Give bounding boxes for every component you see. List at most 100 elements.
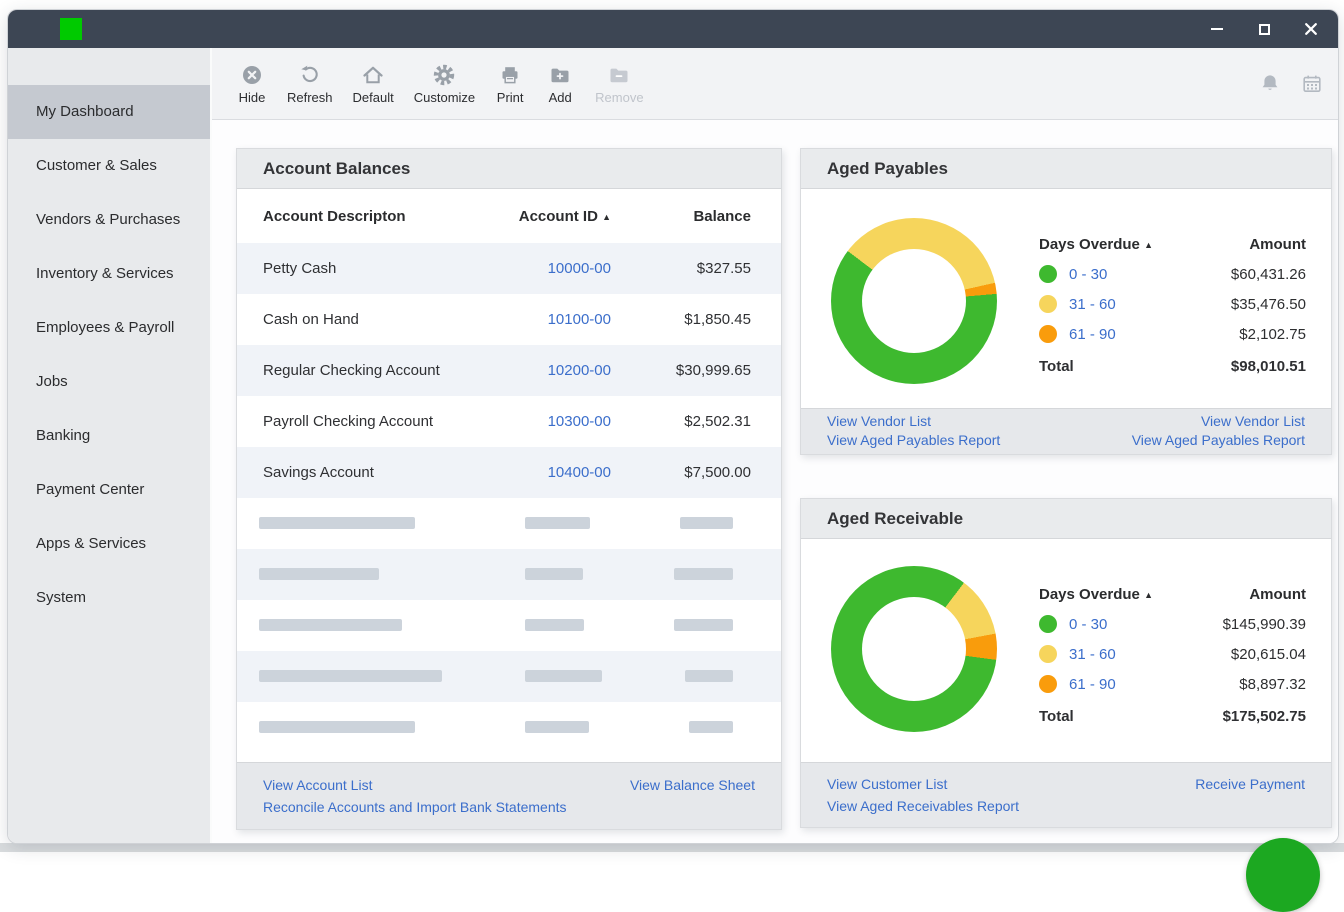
refresh-button[interactable]: Refresh (287, 63, 333, 105)
range-link[interactable]: 61 - 90 (1069, 676, 1116, 693)
days-overdue-header[interactable]: Days Overdue ▲ (1039, 236, 1153, 253)
table-row: Savings Account 10400-00 $7,500.00 (237, 447, 781, 498)
placeholder-row (237, 549, 781, 600)
view-aged-payables-report-link[interactable]: View Aged Payables Report (1132, 431, 1305, 450)
view-account-list-link[interactable]: View Account List (263, 774, 567, 796)
printer-icon (498, 63, 522, 87)
account-balances-header: Account Balances (237, 149, 781, 189)
remove-folder-icon (607, 63, 631, 87)
legend-row: 61 - 90 $2,102.75 (1039, 319, 1306, 349)
days-overdue-header[interactable]: Days Overdue ▲ (1039, 586, 1153, 603)
default-button[interactable]: Default (353, 63, 394, 105)
range-link[interactable]: 31 - 60 (1069, 296, 1116, 313)
sort-ascending-icon: ▲ (602, 212, 611, 222)
sidebar-item-inventory-services[interactable]: Inventory & Services (8, 247, 210, 301)
sidebar-item-banking[interactable]: Banking (8, 409, 210, 463)
close-button[interactable] (1302, 20, 1320, 38)
aged-receivable-panel: Aged Receivable Days Overdue ▲ Amount 0 … (800, 498, 1332, 828)
view-aged-receivables-report-link[interactable]: View Aged Receivables Report (827, 795, 1019, 817)
column-account-description[interactable]: Account Descripton (263, 208, 461, 225)
account-balances-footer: View Account List Reconcile Accounts and… (237, 762, 781, 829)
sidebar-item-system[interactable]: System (8, 571, 210, 625)
account-id-link[interactable]: 10000-00 (461, 260, 611, 277)
sidebar-item-employees-payroll[interactable]: Employees & Payroll (8, 301, 210, 355)
sidebar-item-my-dashboard[interactable]: My Dashboard (8, 85, 210, 139)
account-id-link[interactable]: 10200-00 (461, 362, 611, 379)
legend-dot-orange (1039, 325, 1057, 343)
legend-total-row: Total $98,010.51 (1039, 351, 1306, 381)
panel-title: Aged Payables (827, 159, 948, 179)
view-balance-sheet-link[interactable]: View Balance Sheet (630, 774, 755, 796)
view-aged-payables-report-link[interactable]: View Aged Payables Report (827, 431, 1000, 450)
hide-button[interactable]: Hide (237, 63, 267, 105)
maximize-icon (1259, 24, 1270, 35)
sort-ascending-icon: ▲ (1144, 590, 1153, 600)
customize-button[interactable]: Customize (414, 63, 475, 105)
aged-payables-header: Aged Payables (801, 149, 1331, 189)
desktop-backdrop-strip (0, 843, 1344, 852)
view-vendor-list-link[interactable]: View Vendor List (1132, 412, 1305, 431)
column-balance[interactable]: Balance (611, 208, 751, 225)
legend-row: 0 - 30 $145,990.39 (1039, 609, 1306, 639)
account-balances-panel: Account Balances Account Descripton Acco… (236, 148, 782, 830)
account-description: Savings Account (263, 464, 461, 481)
account-balance: $327.55 (611, 260, 751, 277)
sidebar-item-vendors-purchases[interactable]: Vendors & Purchases (8, 193, 210, 247)
table-row: Cash on Hand 10100-00 $1,850.45 (237, 294, 781, 345)
minimize-button[interactable] (1208, 20, 1226, 38)
table-row: Regular Checking Account 10200-00 $30,99… (237, 345, 781, 396)
range-link[interactable]: 61 - 90 (1069, 326, 1116, 343)
account-id-link[interactable]: 10300-00 (461, 413, 611, 430)
view-vendor-list-link[interactable]: View Vendor List (827, 412, 1000, 431)
sort-ascending-icon: ▲ (1144, 240, 1153, 250)
print-button[interactable]: Print (495, 63, 525, 105)
maximize-button[interactable] (1255, 20, 1273, 38)
add-folder-icon (548, 63, 572, 87)
calendar-icon[interactable] (1300, 72, 1324, 96)
view-customer-list-link[interactable]: View Customer List (827, 773, 1019, 795)
aged-receivable-header: Aged Receivable (801, 499, 1331, 539)
account-description: Payroll Checking Account (263, 413, 461, 430)
add-button[interactable]: Add (545, 63, 575, 105)
total-label: Total (1039, 358, 1074, 375)
account-description: Regular Checking Account (263, 362, 461, 379)
range-link[interactable]: 0 - 30 (1069, 266, 1107, 283)
panel-title: Aged Receivable (827, 509, 963, 529)
help-fab-button[interactable] (1246, 838, 1320, 912)
sidebar-item-payment-center[interactable]: Payment Center (8, 463, 210, 517)
window-controls (1208, 20, 1338, 38)
close-icon (1305, 23, 1317, 35)
range-amount: $145,990.39 (1223, 616, 1306, 633)
range-amount: $20,615.04 (1231, 646, 1306, 663)
aged-payables-legend: Days Overdue ▲ Amount 0 - 30 $60,431.26 … (1039, 229, 1306, 381)
receive-payment-link[interactable]: Receive Payment (1195, 773, 1305, 795)
column-account-id[interactable]: Account ID ▲ (461, 208, 611, 225)
account-id-link[interactable]: 10100-00 (461, 311, 611, 328)
table-row: Payroll Checking Account 10300-00 $2,502… (237, 396, 781, 447)
range-link[interactable]: 31 - 60 (1069, 646, 1116, 663)
aged-payables-panel: Aged Payables Days Overdue ▲ Amount 0 - … (800, 148, 1332, 455)
home-icon (361, 63, 385, 87)
total-amount: $175,502.75 (1223, 708, 1306, 725)
sidebar-item-jobs[interactable]: Jobs (8, 355, 210, 409)
table-header-row: Account Descripton Account ID ▲ Balance (237, 189, 781, 243)
account-id-link[interactable]: 10400-00 (461, 464, 611, 481)
account-balance: $30,999.65 (611, 362, 751, 379)
app-logo (60, 18, 82, 40)
minimize-icon (1211, 28, 1223, 30)
bell-icon[interactable] (1258, 72, 1282, 96)
toolbar: Hide Refresh Default (212, 48, 1338, 120)
account-description: Cash on Hand (263, 311, 461, 328)
legend-row: 61 - 90 $8,897.32 (1039, 669, 1306, 699)
range-link[interactable]: 0 - 30 (1069, 616, 1107, 633)
reconcile-accounts-link[interactable]: Reconcile Accounts and Import Bank State… (263, 796, 567, 818)
sidebar-item-apps-services[interactable]: Apps & Services (8, 517, 210, 571)
account-balance: $7,500.00 (611, 464, 751, 481)
panel-title: Account Balances (263, 159, 410, 179)
table-row: Petty Cash 10000-00 $327.55 (237, 243, 781, 294)
range-amount: $60,431.26 (1231, 266, 1306, 283)
remove-button[interactable]: Remove (595, 63, 643, 105)
sidebar-item-customer-sales[interactable]: Customer & Sales (8, 139, 210, 193)
dashboard-main: Account Balances Account Descripton Acco… (212, 120, 1338, 843)
aged-receivable-legend: Days Overdue ▲ Amount 0 - 30 $145,990.39… (1039, 579, 1306, 731)
